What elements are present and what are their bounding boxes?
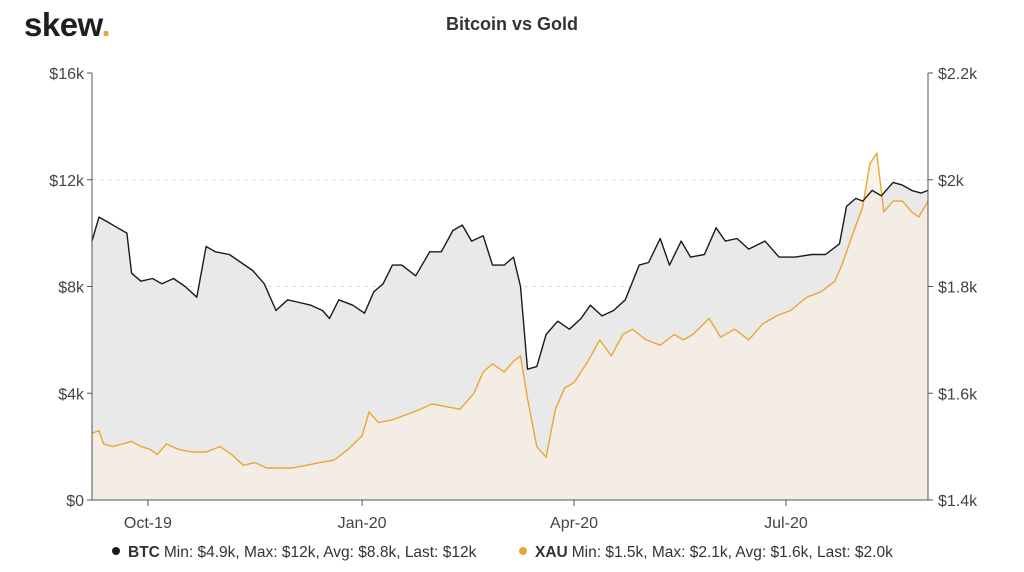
legend-marker-btc xyxy=(112,546,120,555)
legend-stats-xau: Min: $1.5k, Max: $2.1k, Avg: $1.6k, Last… xyxy=(571,544,893,561)
x-tick-label: Jan-20 xyxy=(338,515,387,532)
x-tick-label: Oct-19 xyxy=(124,515,172,532)
y-left-tick-label: $8k xyxy=(58,280,85,297)
brand-logo: skew. xyxy=(24,6,111,44)
y-right-tick-label: $1.6k xyxy=(938,386,978,403)
legend-stats-btc: Min: $4.9k, Max: $12k, Avg: $8.8k, Last:… xyxy=(163,544,477,561)
legend-label-xau: XAU xyxy=(535,544,568,561)
legend-label-btc: BTC xyxy=(128,544,160,561)
legend-item-btc[interactable]: BTC Min: $4.9k, Max: $12k, Avg: $8.8k, La… xyxy=(112,544,476,562)
y-right-tick-label: $2.2k xyxy=(938,66,978,83)
legend-item-xau[interactable]: XAU Min: $1.5k, Max: $2.1k, Avg: $1.6k, L… xyxy=(519,544,893,562)
x-tick-label: Jul-20 xyxy=(764,515,808,532)
chart-title: Bitcoin vs Gold xyxy=(445,14,578,34)
bitcoin-vs-gold-chart: $0 $1.4k $4k $1.6k $8k $1.8k $12k $2k $16k $2.2k O… xyxy=(49,66,978,532)
brand-dot: . xyxy=(101,6,111,43)
y-right-tick-label: $1.8k xyxy=(938,280,978,297)
y-left-tick-label: $4k xyxy=(58,386,85,403)
y-right-tick-label: $1.4k xyxy=(938,493,978,510)
legend-marker-xau xyxy=(519,546,527,555)
y-left-tick-label: $12k xyxy=(49,173,85,190)
x-tick-label: Apr-20 xyxy=(550,515,598,532)
series-line-xau xyxy=(91,152,929,469)
y-right-tick-label: $2k xyxy=(938,173,965,190)
y-left-tick-label: $16k xyxy=(49,66,85,83)
brand-name: skew xyxy=(24,6,102,43)
series-line-btc xyxy=(91,181,929,370)
y-left-tick-label: $0 xyxy=(66,493,84,510)
legend: BTC Min: $4.9k, Max: $12k, Avg: $8.8k, La… xyxy=(0,544,1024,570)
series-area-xau xyxy=(92,153,928,500)
